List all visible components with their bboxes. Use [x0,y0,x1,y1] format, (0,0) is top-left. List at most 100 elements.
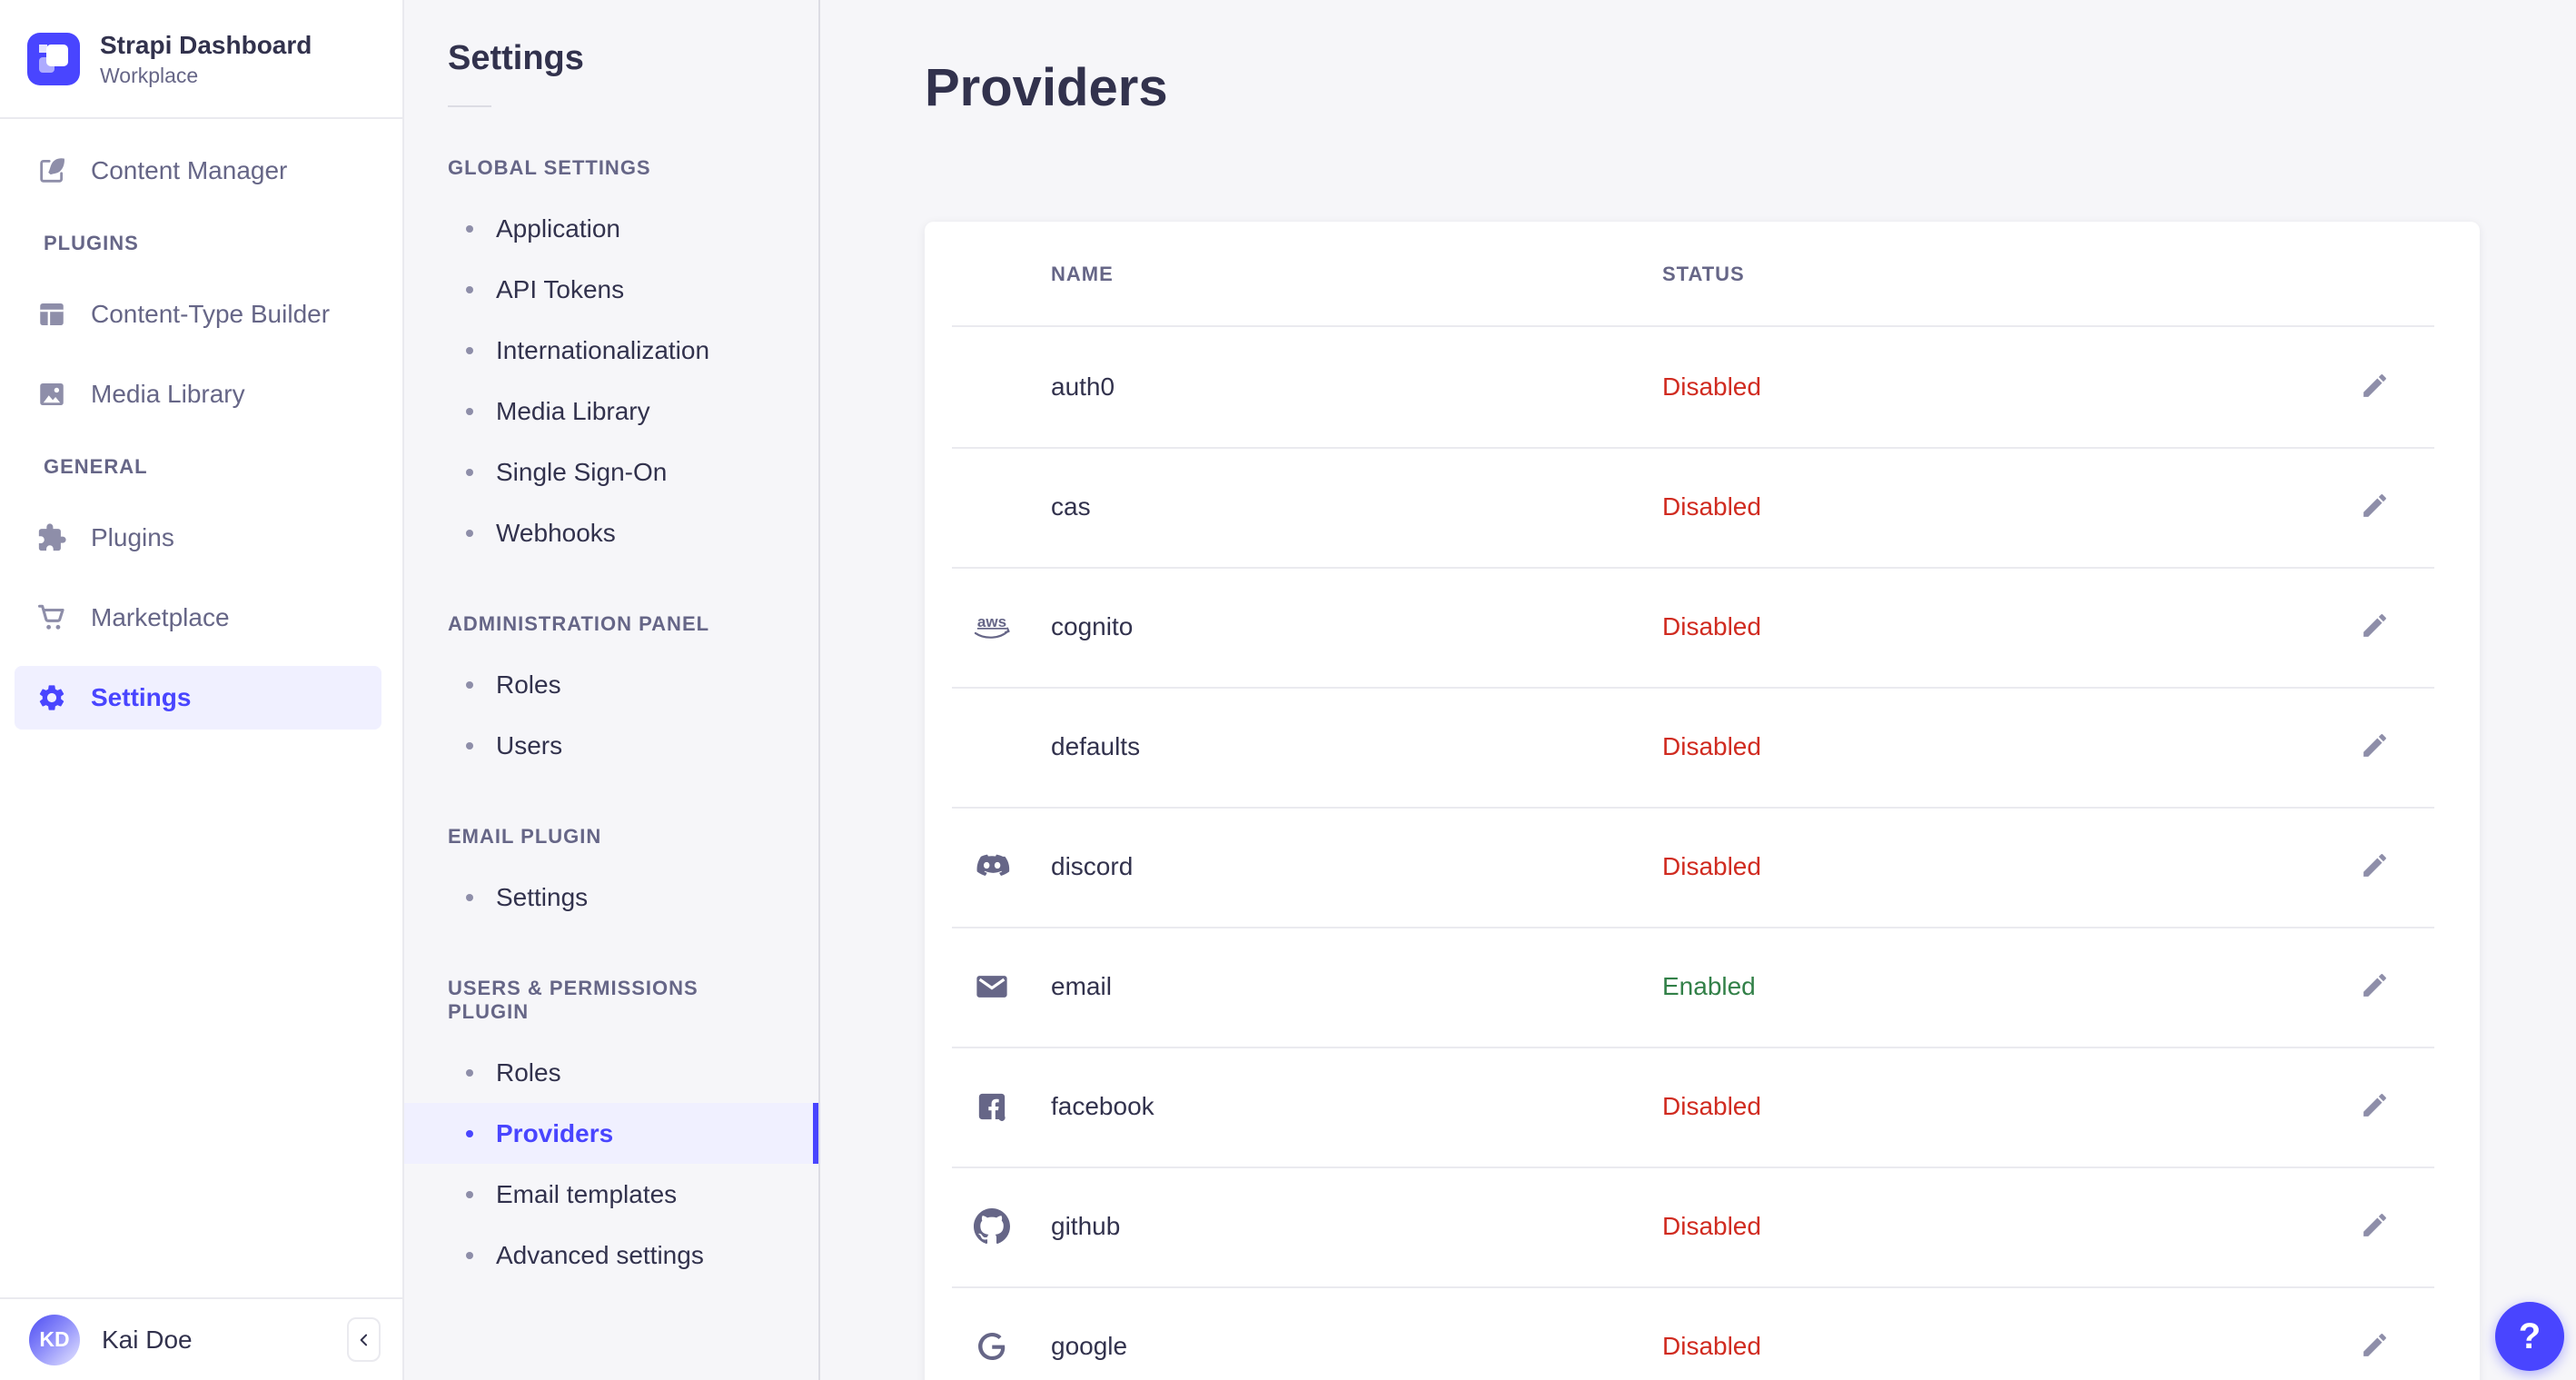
bullet-icon [466,468,473,476]
subnav-list: GLOBAL SETTINGS Application API Tokens Inte… [404,156,818,1286]
envelope-icon [975,969,1009,1004]
pencil-icon [2360,1210,2390,1243]
settings-nav-item-roles[interactable]: Roles [404,1042,818,1103]
aws-icon: aws [968,612,1016,641]
pencil-icon [2360,491,2390,523]
edit-provider-button[interactable] [2353,365,2396,409]
bullet-icon [466,893,473,901]
settings-nav-item-internationalization[interactable]: Internationalization [404,320,818,381]
main-sidebar: Strapi Dashboard Workplace Content Manag… [0,0,404,1380]
bullet-icon [466,407,473,415]
table-header: NAME STATUS [925,222,2480,327]
sidebar-item-content-manager[interactable]: Content Manager [15,139,381,203]
sidebar-item-label: Settings [91,683,192,711]
provider-row-cognito[interactable]: aws cognito Disabled [925,567,2480,687]
edit-provider-button[interactable] [2353,605,2396,649]
column-header-status: STATUS [1662,263,1745,285]
sidebar-item-plugins[interactable]: Plugins [15,506,381,570]
edit-provider-button[interactable] [2353,845,2396,889]
bullet-icon [466,1129,473,1137]
gear-icon [36,682,67,713]
sidebar-item-label: Media Library [91,380,245,408]
edit-provider-button[interactable] [2353,965,2396,1008]
provider-name: github [1051,1212,1121,1240]
settings-nav-item-label: Advanced settings [496,1240,704,1269]
provider-name: discord [1051,852,1134,880]
edit-provider-button[interactable] [2353,1085,2396,1128]
brand-link[interactable]: Strapi Dashboard Workplace [0,0,402,119]
settings-nav-item-webhooks[interactable]: Webhooks [404,502,818,563]
github-icon [974,1208,1010,1245]
bullet-icon [466,1251,473,1259]
provider-name: google [1051,1332,1128,1360]
bullet-icon [466,285,473,293]
provider-status: Enabled [1662,972,1756,1000]
provider-name: defaults [1051,732,1141,760]
settings-nav-item-application[interactable]: Application [404,198,818,259]
settings-subnav: Settings GLOBAL SETTINGS Application API T… [404,0,820,1380]
sidebar-item-media-library[interactable]: Media Library [15,362,381,426]
help-button[interactable]: ? [2495,1302,2564,1371]
bullet-icon [466,346,473,354]
settings-nav-item-email-templates[interactable]: Email templates [404,1164,818,1225]
provider-icon-cell [963,1167,1021,1286]
sidebar-item-content-type-builder[interactable]: Content-Type Builder [15,283,381,346]
pencil-icon [2360,1330,2390,1363]
settings-nav-item-label: Users [496,730,563,759]
settings-nav-item-api-tokens[interactable]: API Tokens [404,259,818,320]
sidebar-footer: KD Kai Doe [0,1297,402,1380]
provider-status: Disabled [1662,732,1761,760]
settings-nav-item-roles[interactable]: Roles [404,654,818,715]
settings-nav-item-media-library[interactable]: Media Library [404,381,818,442]
discord-icon [974,849,1010,885]
provider-name: cognito [1051,612,1134,640]
provider-icon-cell [963,927,1021,1047]
edit-provider-button[interactable] [2353,485,2396,529]
settings-nav-item-label: Providers [496,1118,614,1147]
table-body: auth0 Disabled cas Disabled aws cognito Disabl… [925,327,2480,1380]
collapse-sidebar-button[interactable] [347,1317,381,1362]
providers-table: NAME STATUS auth0 Disabled cas Disabled aws c… [925,222,2480,1380]
provider-status: Disabled [1662,612,1761,640]
provider-row-facebook[interactable]: facebook Disabled [925,1047,2480,1167]
settings-nav-item-settings[interactable]: Settings [404,867,818,928]
provider-row-github[interactable]: github Disabled [925,1167,2480,1286]
settings-nav-item-label: Roles [496,1057,561,1087]
provider-row-discord[interactable]: discord Disabled [925,807,2480,927]
provider-icon-cell: aws [963,567,1021,687]
edit-provider-button[interactable] [2353,1205,2396,1248]
provider-name: facebook [1051,1092,1154,1120]
bullet-icon [466,1190,473,1198]
edit-provider-button[interactable] [2353,725,2396,769]
settings-nav-item-providers[interactable]: Providers [404,1103,818,1164]
layout-icon [36,299,67,330]
pencil-icon [2360,371,2390,403]
provider-row-defaults[interactable]: defaults Disabled [925,687,2480,807]
provider-row-cas[interactable]: cas Disabled [925,447,2480,567]
pencil-icon [2360,611,2390,643]
edit-provider-button[interactable] [2353,1325,2396,1368]
provider-status: Disabled [1662,1212,1761,1240]
provider-row-google[interactable]: google Disabled [925,1286,2480,1380]
bullet-icon [466,680,473,689]
settings-nav-item-users[interactable]: Users [404,715,818,776]
sidebar-item-label: Plugins [91,523,174,551]
sidebar-item-marketplace[interactable]: Marketplace [15,586,381,650]
brand-title: Strapi Dashboard [100,30,312,59]
provider-status: Disabled [1662,372,1761,401]
settings-nav-item-single-sign-on[interactable]: Single Sign-On [404,442,818,502]
settings-nav-item-label: Webhooks [496,518,616,547]
bullet-icon [466,1068,473,1077]
settings-nav-item-label: Application [496,213,620,243]
puzzle-icon [36,522,67,553]
sidebar-item-label: Content-Type Builder [91,300,331,328]
sidebar-item-settings[interactable]: Settings [15,666,381,730]
provider-row-auth0[interactable]: auth0 Disabled [925,327,2480,447]
settings-nav-item-label: Single Sign-On [496,457,668,486]
provider-row-email[interactable]: email Enabled [925,927,2480,1047]
settings-nav-item-advanced-settings[interactable]: Advanced settings [404,1225,818,1286]
provider-name: auth0 [1051,372,1115,401]
subnav-divider [448,105,491,107]
feather-icon [36,155,67,186]
